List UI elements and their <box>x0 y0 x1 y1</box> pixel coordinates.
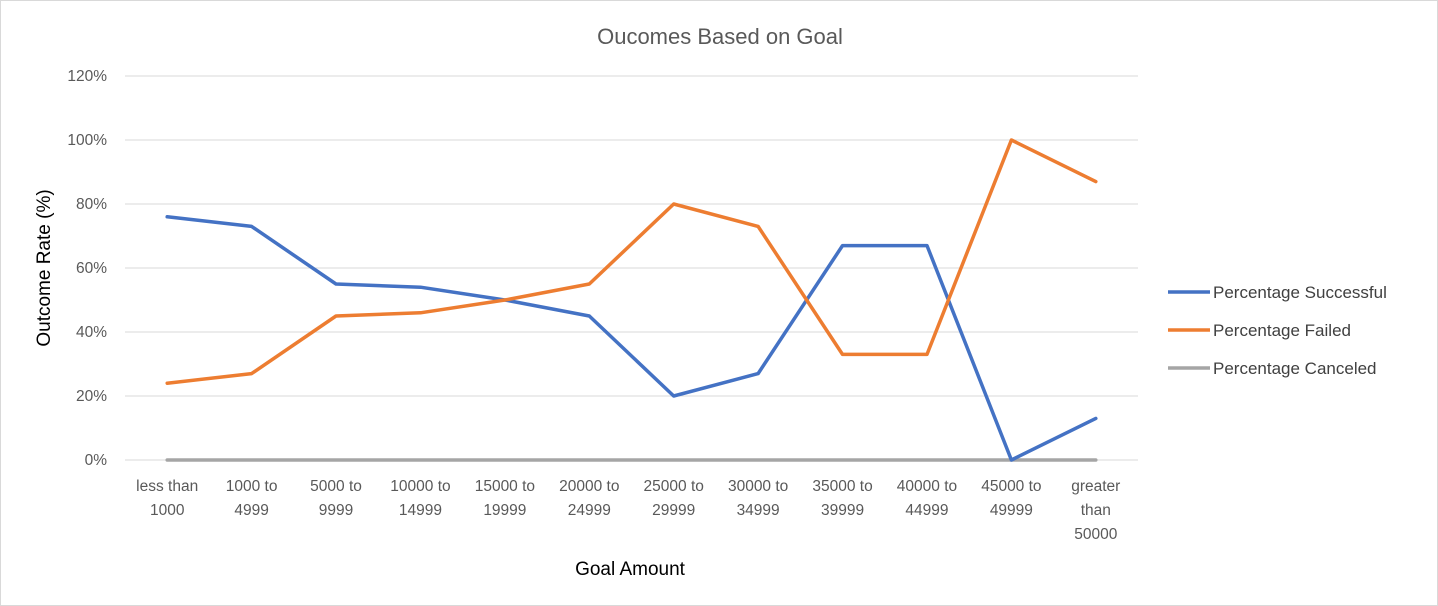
x-tick-label: 35000 to 39999 <box>812 478 872 519</box>
y-tick-label: 40% <box>76 324 107 341</box>
chart-title: Oucomes Based on Goal <box>597 24 843 49</box>
legend-label: Percentage Successful <box>1213 283 1387 302</box>
x-tick-label: 10000 to 14999 <box>390 478 450 519</box>
series-lines <box>165 138 1098 462</box>
legend-label: Percentage Failed <box>1213 321 1351 340</box>
gridlines <box>125 75 1138 461</box>
x-tick-label: 30000 to 34999 <box>728 478 788 519</box>
y-tick-label: 120% <box>67 68 107 85</box>
x-tick-label: 15000 to 19999 <box>475 478 535 519</box>
x-tick-label: 1000 to 4999 <box>226 478 278 519</box>
y-axis-title: Outcome Rate (%) <box>34 189 55 346</box>
y-tick-label: 60% <box>76 260 107 277</box>
x-axis-ticks: less than 1000 1000 to 4999 5000 to 9999 10000… <box>136 478 1120 543</box>
y-tick-label: 20% <box>76 388 107 405</box>
legend: Percentage Successful Percentage Failed P… <box>1168 283 1387 378</box>
series-line-percentage-failed <box>165 138 1098 385</box>
x-axis-title: Goal Amount <box>575 559 686 580</box>
x-tick-label: 20000 to 24999 <box>559 478 619 519</box>
series-line-percentage-successful <box>165 215 1098 462</box>
y-tick-label: 100% <box>67 132 107 149</box>
legend-label: Percentage Canceled <box>1213 359 1377 378</box>
x-tick-label: less than 1000 <box>136 478 198 519</box>
x-tick-label: 45000 to 49999 <box>981 478 1041 519</box>
y-axis-ticks: 0% 20% 40% 60% 80% 100% 120% <box>67 68 107 469</box>
y-tick-label: 0% <box>85 452 108 469</box>
x-tick-label: 5000 to 9999 <box>310 478 362 519</box>
x-tick-label: 25000 to 29999 <box>644 478 704 519</box>
x-tick-label: 40000 to 44999 <box>897 478 957 519</box>
y-tick-label: 80% <box>76 196 107 213</box>
x-tick-label: greater than 50000 <box>1071 478 1120 543</box>
